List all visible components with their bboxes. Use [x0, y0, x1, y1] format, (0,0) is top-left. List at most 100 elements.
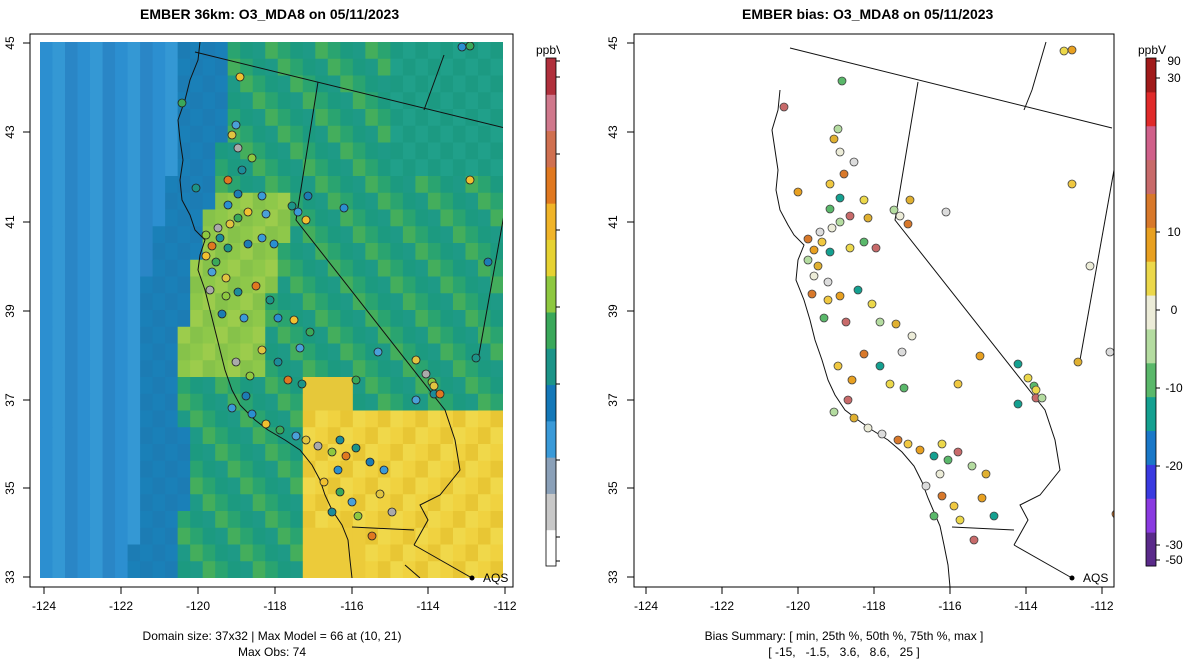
bias-site — [829, 134, 839, 144]
grid-cell — [390, 75, 404, 93]
bias-site — [929, 511, 939, 521]
grid-cell — [402, 42, 416, 60]
grid-cell — [127, 427, 141, 445]
bias-site — [969, 535, 979, 545]
grid-cell — [377, 377, 391, 395]
observation-site — [341, 451, 351, 461]
observation-site — [233, 189, 243, 199]
grid-cell — [177, 259, 191, 277]
grid-cell — [40, 477, 53, 495]
grid-cell — [65, 326, 78, 344]
grid-cell — [490, 293, 503, 311]
grid-cell — [452, 142, 466, 160]
grid-cell — [127, 360, 141, 378]
grid-cell — [265, 276, 279, 294]
grid-cell — [140, 243, 154, 261]
observation-site — [293, 207, 303, 217]
grid-cell — [340, 92, 354, 110]
grid-cell — [490, 410, 503, 428]
grid-cell — [65, 460, 78, 478]
grid-cell — [490, 527, 503, 545]
colorbar-segment — [546, 312, 556, 349]
grid-cell — [115, 42, 128, 60]
grid-cell — [127, 460, 141, 478]
bias-site — [833, 124, 843, 134]
grid-cell — [377, 192, 391, 210]
grid-cell — [352, 75, 366, 93]
observation-site — [471, 353, 481, 363]
grid-cell — [340, 511, 354, 529]
grid-cell — [490, 427, 503, 445]
coastline — [177, 42, 353, 578]
state-borders — [177, 42, 503, 578]
grid-cell — [340, 125, 354, 143]
grid-cell — [115, 209, 128, 227]
grid-cell — [152, 460, 166, 478]
grid-cell — [490, 377, 503, 395]
grid-cell — [352, 209, 366, 227]
grid-cell — [327, 276, 341, 294]
grid-cell — [215, 527, 229, 545]
grid-cell — [177, 125, 191, 143]
grid-cell — [277, 444, 291, 462]
grid-cell — [265, 561, 279, 578]
bias-site — [839, 169, 849, 179]
bias-site — [929, 451, 939, 461]
grid-cell — [302, 410, 316, 428]
observation-site — [373, 347, 383, 357]
grid-cell — [102, 243, 116, 261]
grid-cell — [165, 176, 179, 194]
bias-site — [835, 291, 845, 301]
grid-cell — [277, 477, 291, 495]
bias-site — [809, 271, 819, 281]
observation-site — [457, 42, 467, 52]
grid-cell — [452, 243, 466, 261]
grid-cell — [415, 527, 429, 545]
grid-cell — [190, 444, 204, 462]
colorbar-tick-label: 90 — [1167, 54, 1181, 68]
grid-cell — [352, 393, 366, 411]
grid-cell — [490, 159, 503, 177]
grid-cell — [427, 92, 441, 110]
grid-cell — [115, 310, 128, 328]
grid-cell — [402, 259, 416, 277]
grid-cell — [127, 42, 141, 60]
grid-cell — [140, 561, 154, 578]
grid-cell — [290, 92, 304, 110]
grid-cell — [65, 58, 78, 76]
grid-cell — [252, 527, 266, 545]
grid-cell — [115, 58, 128, 76]
grid-cell — [65, 360, 78, 378]
grid-cell — [90, 75, 103, 93]
grid-cell — [365, 276, 379, 294]
grid-cell — [440, 192, 454, 210]
observation-site — [211, 257, 221, 267]
bias-site — [825, 179, 835, 189]
grid-cell — [415, 460, 429, 478]
grid-cell — [352, 477, 366, 495]
colorbar-segment — [1146, 58, 1156, 93]
bias-site — [817, 237, 827, 247]
grid-cell — [65, 125, 78, 143]
grid-cell — [352, 326, 366, 344]
grid-cell — [140, 293, 154, 311]
colorbar-segment — [1146, 396, 1156, 432]
grid-cell — [352, 58, 366, 76]
grid-cell — [452, 58, 466, 76]
grid-cell — [452, 310, 466, 328]
grid-cell — [165, 343, 179, 361]
grid-cell — [102, 159, 116, 177]
grid-cell — [40, 343, 53, 361]
grid-cell — [252, 310, 266, 328]
grid-cell — [177, 226, 191, 244]
grid-cell — [152, 544, 166, 562]
grid-cell — [40, 360, 53, 378]
grid-cell — [352, 109, 366, 127]
grid-cell — [102, 293, 116, 311]
colorbar-tick-label: -30 — [1165, 538, 1183, 552]
observation-site — [465, 42, 475, 51]
grid-cell — [177, 42, 191, 60]
grid-cell — [152, 109, 166, 127]
grid-cell — [352, 159, 366, 177]
observation-site — [335, 435, 345, 445]
